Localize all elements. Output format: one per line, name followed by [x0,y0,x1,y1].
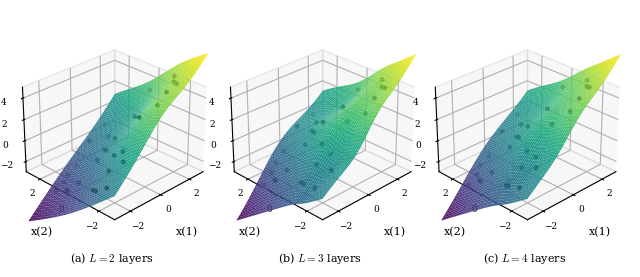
X-axis label: x(1): x(1) [589,227,611,237]
Y-axis label: x(2): x(2) [444,227,466,237]
Y-axis label: x(2): x(2) [31,227,53,237]
X-axis label: x(1): x(1) [176,227,198,237]
X-axis label: x(1): x(1) [384,227,406,237]
Text: (a) $L = 2$ layers: (a) $L = 2$ layers [70,251,154,266]
Y-axis label: x(2): x(2) [239,227,261,237]
Text: (b) $L = 3$ layers: (b) $L = 3$ layers [278,251,362,266]
Text: (c) $L = 4$ layers: (c) $L = 4$ layers [483,251,566,266]
